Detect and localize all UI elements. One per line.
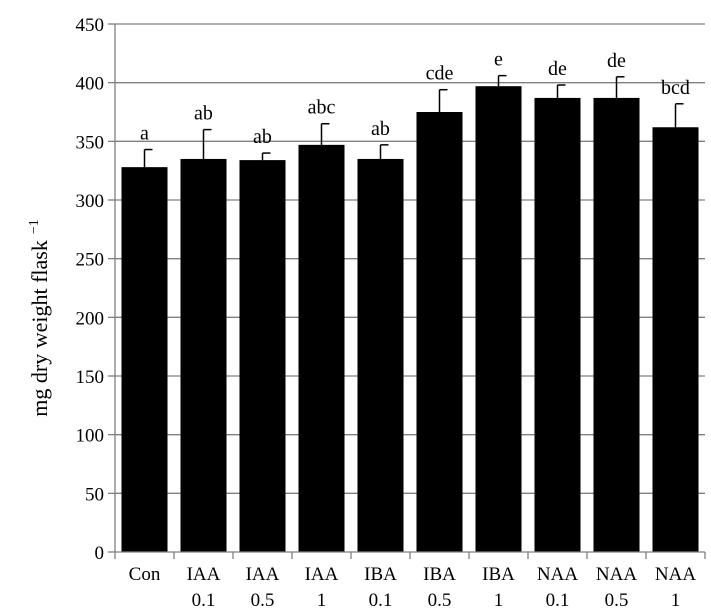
- y-axis-title: mg dry weight flask−1: [27, 219, 52, 417]
- x-tick-label-line2: 1: [494, 590, 504, 610]
- labels: 0 50 100 150 200 250 300 350 400 450 a Con ab IAA 0.1 a…: [76, 15, 697, 610]
- y-tick-label: 150: [76, 367, 105, 388]
- x-tick-label-line2: 0.1: [369, 590, 393, 610]
- significance-label: ab: [371, 118, 390, 140]
- bar: [121, 167, 168, 552]
- axes: [108, 23, 706, 559]
- x-tick-label: IAA: [187, 564, 221, 585]
- significance-label: a: [140, 123, 149, 145]
- x-tick-label: Con: [129, 564, 161, 585]
- significance-label: ab: [194, 103, 213, 125]
- y-tick-label: 100: [76, 426, 105, 447]
- bar: [298, 144, 345, 552]
- x-tick-label: NAA: [655, 564, 696, 585]
- x-tick-label-line2: 0.1: [546, 590, 570, 610]
- significance-label: de: [548, 58, 567, 80]
- y-tick-label: 50: [85, 484, 104, 505]
- bar: [534, 97, 581, 553]
- significance-label: bcd: [661, 77, 690, 99]
- y-tick-label: 300: [76, 191, 105, 212]
- bar: [593, 97, 640, 553]
- x-tick-label-line2: 0.5: [428, 590, 452, 610]
- x-tick-label: IAA: [305, 564, 339, 585]
- x-tick-label: NAA: [596, 564, 637, 585]
- significance-label: e: [494, 49, 503, 71]
- y-tick-label: 200: [76, 308, 105, 329]
- x-tick-label: IBA: [423, 564, 456, 585]
- y-tick-label: 350: [76, 132, 105, 153]
- bar: [180, 158, 227, 552]
- x-tick-label: IAA: [246, 564, 280, 585]
- y-tick-label: 0: [95, 543, 105, 564]
- bar: [475, 86, 522, 552]
- bar: [357, 158, 404, 552]
- x-tick-label: NAA: [537, 564, 578, 585]
- x-tick-label-line2: 0.1: [192, 590, 216, 610]
- bars: [121, 74, 699, 553]
- y-tick-label: 250: [76, 250, 105, 271]
- y-tick-label: 400: [76, 74, 105, 95]
- y-axis-title-superscript: −1: [27, 219, 42, 234]
- x-tick-label-line2: 1: [317, 590, 327, 610]
- x-tick-label-line2: 1: [671, 590, 681, 610]
- significance-label: de: [607, 50, 626, 72]
- x-tick-label: IBA: [364, 564, 397, 585]
- x-tick-label: IBA: [482, 564, 515, 585]
- significance-label: ab: [253, 126, 272, 148]
- bar: [652, 127, 699, 553]
- x-tick-label-line2: 0.5: [605, 590, 629, 610]
- bar: [416, 112, 463, 552]
- y-tick-label: 450: [76, 15, 105, 36]
- x-tick-label-line2: 0.5: [251, 590, 275, 610]
- significance-label: cde: [426, 63, 454, 85]
- bar: [239, 160, 286, 552]
- significance-label: abc: [308, 97, 336, 119]
